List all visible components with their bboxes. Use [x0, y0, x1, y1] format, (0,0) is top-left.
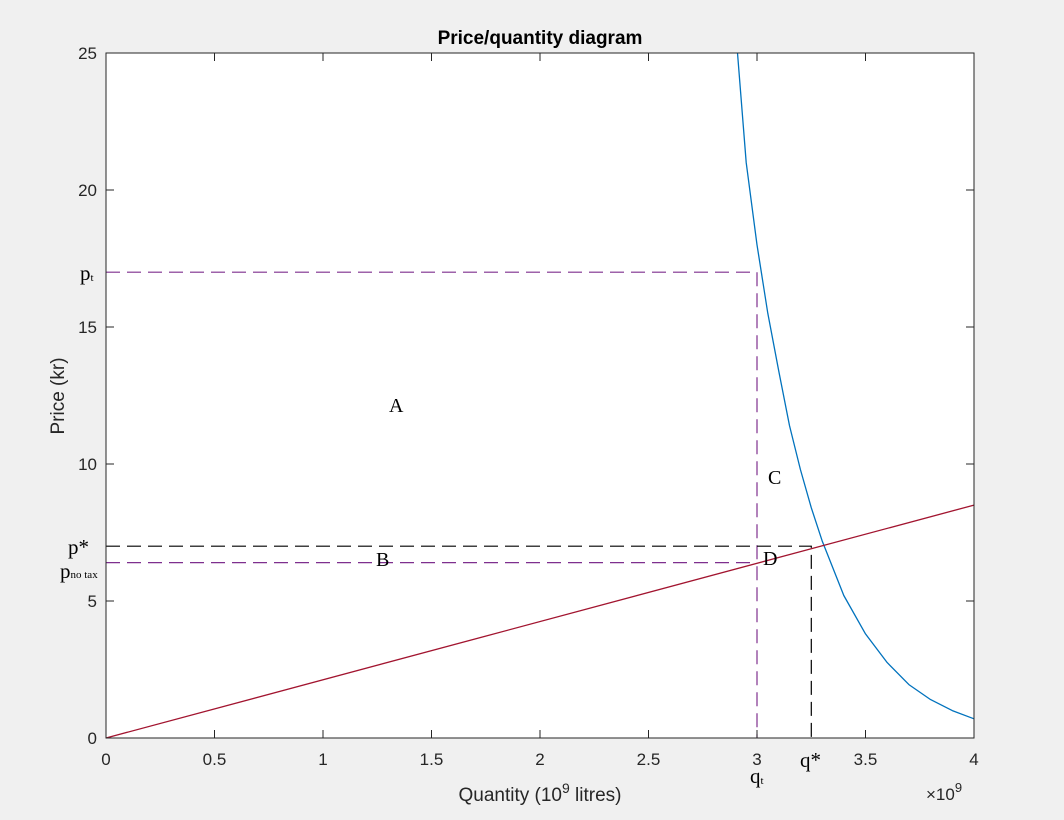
x-axis-title-text: Quantity (10 [458, 785, 562, 806]
y-tick-label: 15 [78, 318, 97, 337]
x-axis-title-tail: litres) [570, 785, 622, 806]
tick-labels: 0 0.5 1 1.5 2 2.5 3 3.5 4 0 5 10 15 20 25 [78, 44, 979, 769]
annotation-p-star: p* [68, 535, 89, 559]
y-tick-label: 5 [88, 592, 97, 611]
reference-line-1 [106, 271, 758, 738]
series-lines [105, 52, 975, 739]
x-tick-label: 3 [752, 750, 761, 769]
region-label-d: D [763, 548, 777, 570]
annotation-p-no-tax-main: p [60, 559, 71, 583]
annotation-p-t-main: p [80, 261, 91, 285]
x-axis-multiplier-base: ×10 [926, 785, 955, 804]
x-tick-label: 2 [535, 750, 544, 769]
x-tick-label: 4 [969, 750, 978, 769]
y-tick-label: 0 [88, 729, 97, 748]
reference-line-3 [106, 545, 812, 738]
x-tick-label: 1 [318, 750, 327, 769]
annotation-q-t-sub: t [761, 775, 764, 787]
x-tick-label: 3.5 [854, 750, 878, 769]
annotation-p-t: pt [80, 261, 94, 285]
annotation-q-t: qt [750, 764, 764, 788]
x-axis-title: Quantity (109 litres) [458, 780, 621, 806]
region-label-a: A [389, 395, 404, 417]
x-axis-title-exponent: 9 [562, 780, 570, 796]
x-axis-multiplier-exponent: 9 [955, 780, 962, 795]
annotation-p-no-tax-sub: no tax [71, 569, 99, 581]
y-tick-label: 25 [78, 44, 97, 63]
x-tick-label: 0.5 [203, 750, 227, 769]
x-tick-label: 2.5 [637, 750, 661, 769]
plot-area [106, 53, 974, 738]
annotation-p-no-tax: pno tax [60, 559, 98, 583]
annotation-q-t-main: q [750, 764, 761, 788]
axes-box [105, 52, 975, 739]
x-axis-multiplier: ×109 [926, 780, 962, 804]
y-axis-title: Price (kr) [48, 357, 69, 434]
reference-lines [106, 271, 812, 738]
series-line-2 [105, 504, 975, 739]
series-line-1 [736, 52, 975, 720]
chart-title: Price/quantity diagram [438, 28, 643, 49]
x-tick-label: 0 [101, 750, 110, 769]
annotation-p-t-sub: t [91, 272, 94, 284]
annotation-q-star: q* [800, 748, 821, 772]
region-label-b: B [376, 549, 389, 571]
region-label-c: C [768, 467, 781, 489]
y-tick-label: 10 [78, 455, 97, 474]
x-tick-label: 1.5 [420, 750, 444, 769]
y-tick-label: 20 [78, 181, 97, 200]
